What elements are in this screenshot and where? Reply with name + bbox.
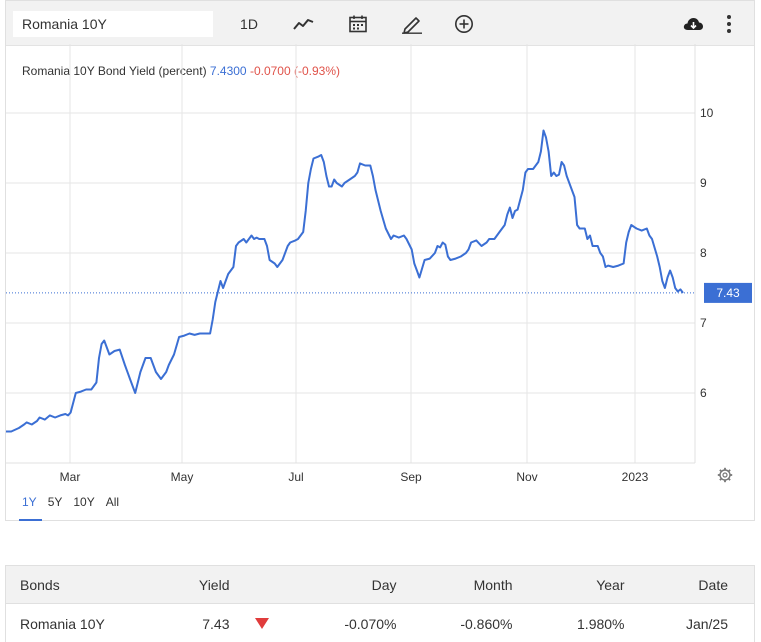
symbol-input[interactable] bbox=[13, 11, 213, 37]
last-value-badge: 7.43 bbox=[704, 282, 752, 303]
calendar-icon bbox=[349, 15, 367, 33]
change-direction bbox=[229, 603, 295, 642]
range-selector: 1Y 5Y 10Y All bbox=[19, 495, 130, 521]
y-tick-label: 7 bbox=[700, 316, 707, 330]
settings-gear-icon[interactable] bbox=[717, 467, 733, 483]
interval-button[interactable]: 1D bbox=[240, 16, 258, 32]
y-axis: 6 7 8 9 10 bbox=[700, 106, 714, 400]
draw-icon bbox=[402, 17, 422, 34]
x-tick-label: Nov bbox=[516, 470, 537, 484]
bond-name[interactable]: Romania 10Y bbox=[20, 615, 105, 632]
chart-legend: Romania 10Y Bond Yield (percent) 7.4300 … bbox=[22, 64, 340, 78]
range-button-1y[interactable]: 1Y bbox=[19, 495, 42, 521]
bond-year-change: 1.980% bbox=[512, 603, 625, 642]
header-year: Year bbox=[512, 565, 625, 604]
table-header-row: Bonds Yield Day Month Year Date bbox=[5, 565, 755, 604]
calendar-button[interactable] bbox=[345, 10, 371, 38]
header-bonds: Bonds bbox=[5, 565, 164, 604]
x-tick-label: Sep bbox=[400, 470, 422, 484]
header-day: Day bbox=[294, 565, 397, 604]
chart-toolbar: 1D bbox=[6, 1, 754, 46]
menu-icon bbox=[727, 15, 731, 33]
bond-yield: 7.43 bbox=[163, 603, 230, 642]
y-tick-label: 8 bbox=[700, 246, 707, 260]
range-button-all[interactable]: All bbox=[105, 495, 120, 509]
line-chart[interactable]: 6 7 8 9 10 Mar May Jul Sep Nov 2023 7.43 bbox=[6, 1, 754, 491]
add-compare-icon bbox=[455, 15, 473, 33]
x-tick-label: 2023 bbox=[622, 470, 649, 484]
bond-name-link[interactable]: Romania 10Y bbox=[5, 603, 164, 642]
range-button-10y[interactable]: 10Y bbox=[73, 495, 95, 509]
yield-series-line bbox=[6, 129, 684, 433]
bonds-table: Bonds Yield Day Month Year Date Romania … bbox=[5, 565, 755, 642]
x-tick-label: May bbox=[171, 470, 194, 484]
bond-month-change: -0.860% bbox=[396, 603, 513, 642]
header-month: Month bbox=[396, 565, 513, 604]
x-axis: Mar May Jul Sep Nov 2023 bbox=[60, 470, 649, 484]
header-yield: Yield bbox=[163, 565, 230, 604]
menu-button[interactable] bbox=[719, 10, 739, 38]
header-blank bbox=[229, 565, 295, 604]
header-date: Date bbox=[624, 565, 755, 604]
compare-button[interactable] bbox=[451, 10, 477, 38]
x-tick-label: Jul bbox=[288, 470, 303, 484]
x-tick-label: Mar bbox=[60, 470, 81, 484]
y-tick-label: 9 bbox=[700, 176, 707, 190]
chart-type-icon bbox=[293, 19, 314, 30]
legend-value: 7.4300 bbox=[209, 64, 247, 78]
table-row: Romania 10Y 7.43 -0.070% -0.860% 1.980% … bbox=[5, 603, 755, 642]
legend-series-name: Romania 10Y Bond Yield (percent) bbox=[22, 64, 207, 78]
y-tick-label: 6 bbox=[700, 386, 707, 400]
last-value-label: 7.43 bbox=[716, 286, 740, 300]
legend-change: -0.0700 (-0.93%) bbox=[249, 64, 340, 78]
download-icon bbox=[683, 18, 703, 30]
draw-button[interactable] bbox=[398, 10, 426, 38]
y-tick-label: 10 bbox=[700, 106, 714, 120]
chart-type-button[interactable] bbox=[290, 10, 318, 38]
bond-day-change: -0.070% bbox=[294, 603, 397, 642]
range-button-5y[interactable]: 5Y bbox=[47, 495, 63, 509]
grid bbox=[6, 44, 696, 464]
download-button[interactable] bbox=[680, 10, 706, 38]
chart-card: 1D bbox=[5, 0, 755, 521]
bond-date: Jan/25 bbox=[624, 603, 755, 642]
down-arrow-icon bbox=[255, 617, 269, 629]
